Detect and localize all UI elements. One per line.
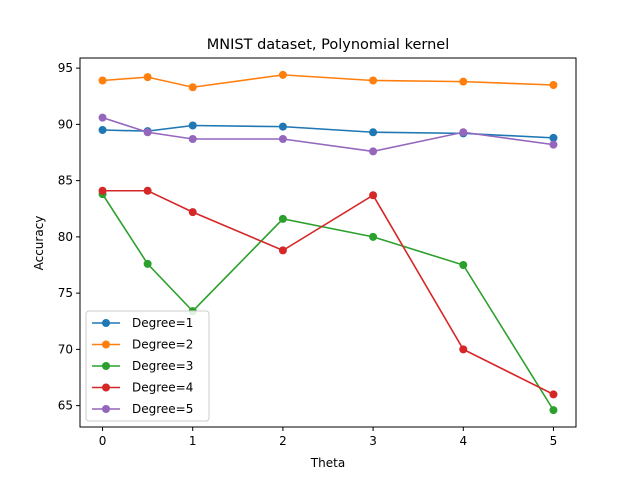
data-point [188, 121, 197, 130]
data-point [278, 70, 287, 79]
data-point [369, 76, 378, 85]
data-point [459, 77, 468, 86]
legend-marker [102, 319, 110, 327]
data-point [188, 208, 197, 217]
data-point [549, 81, 558, 89]
data-point [278, 135, 287, 143]
legend-label: Degree=2 [132, 338, 193, 352]
y-tick-label: 70 [58, 342, 73, 356]
y-tick-label: 75 [58, 286, 73, 300]
data-point [143, 186, 152, 195]
x-tick-label: 0 [99, 434, 107, 448]
data-point [549, 133, 558, 142]
data-point [98, 76, 107, 85]
y-tick-label: 80 [58, 230, 73, 244]
data-point [549, 390, 558, 399]
legend-marker [102, 383, 110, 392]
data-point [369, 191, 378, 200]
legend-label: Degree=1 [132, 316, 193, 330]
x-axis-label: Theta [310, 456, 345, 470]
y-tick-label: 85 [58, 174, 73, 188]
data-point [459, 345, 468, 354]
y-tick-label: 90 [58, 117, 73, 131]
legend-marker [102, 340, 110, 349]
x-tick-label: 2 [279, 434, 287, 448]
data-point [278, 122, 287, 131]
series-5 [98, 113, 558, 156]
legend-item: Degree=2 [92, 338, 193, 352]
data-point [369, 128, 378, 137]
legend-marker [102, 362, 110, 370]
axis-ticks: 0 1 2 3 4 5 65 70 75 80 85 90 95 [58, 61, 558, 448]
legend-item: Degree=4 [92, 381, 193, 395]
data-point [143, 73, 152, 82]
data-point [459, 261, 468, 269]
data-point [98, 126, 107, 134]
data-point [549, 140, 558, 149]
data-point [143, 259, 152, 268]
legend-marker [102, 405, 110, 413]
chart-title: MNIST dataset, Polynomial kernel [207, 37, 449, 53]
legend: Degree=1 Degree=2 Degree=3 Degree=4 Degree=5 [85, 310, 210, 422]
legend-item: Degree=5 [92, 402, 193, 416]
data-point [188, 135, 197, 143]
x-tick-label: 1 [189, 434, 197, 448]
data-point [278, 214, 287, 223]
y-tick-label: 95 [58, 61, 73, 75]
data-point [98, 113, 107, 122]
data-point [369, 147, 378, 156]
y-axis-label: Accuracy [32, 216, 46, 271]
series-2 [98, 70, 558, 92]
data-point [369, 232, 378, 241]
data-point [143, 128, 152, 137]
y-tick-label: 65 [58, 399, 73, 413]
data-point [278, 246, 287, 255]
data-point [459, 128, 468, 137]
x-tick-label: 4 [459, 434, 467, 448]
x-tick-label: 3 [369, 434, 377, 448]
legend-label: Degree=3 [132, 359, 193, 373]
x-tick-label: 5 [550, 434, 558, 448]
legend-item: Degree=3 [92, 359, 193, 373]
series-layer [98, 70, 558, 415]
data-point [188, 83, 197, 92]
legend-label: Degree=5 [132, 402, 193, 416]
series-4 [98, 186, 558, 399]
plot-frame [79, 57, 577, 428]
legend-box [85, 310, 210, 422]
data-point [549, 406, 558, 415]
legend-item: Degree=1 [92, 316, 193, 330]
legend-label: Degree=4 [132, 381, 193, 395]
data-point [98, 186, 107, 195]
